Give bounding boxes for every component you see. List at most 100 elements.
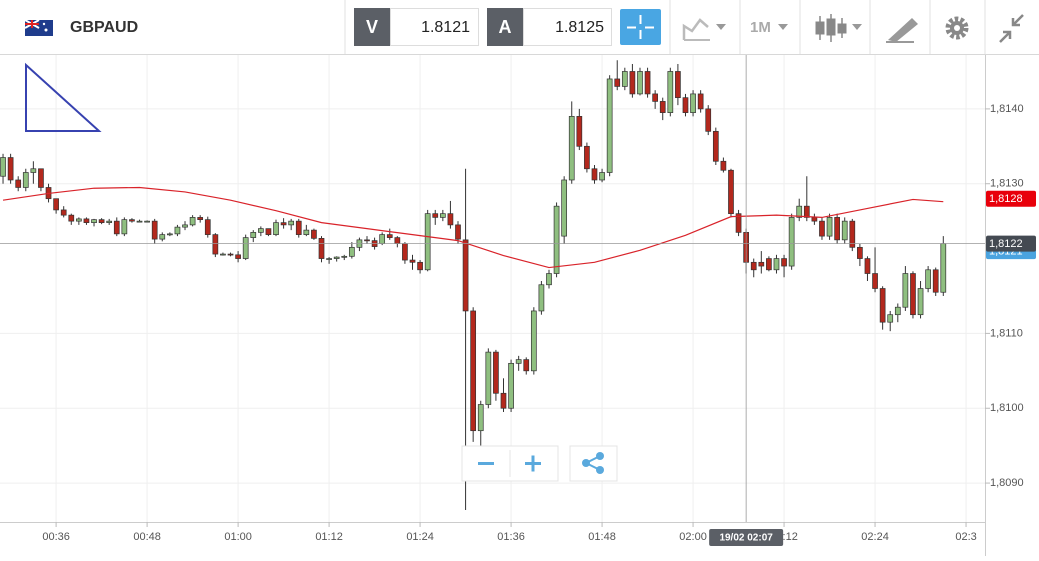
candle-body <box>652 93 659 102</box>
candle-body <box>766 258 772 271</box>
candle-body <box>864 258 871 274</box>
bid-label: V <box>366 17 378 37</box>
candle-body <box>553 205 560 274</box>
candle-body <box>318 238 325 259</box>
candle-body <box>697 93 704 110</box>
candle-body <box>591 168 598 181</box>
candle-body <box>500 392 507 409</box>
candle-body <box>257 228 264 233</box>
x-tick-label: 01:00 <box>224 531 252 543</box>
candle-body <box>30 168 37 173</box>
candle-body <box>121 219 128 235</box>
candle-body <box>644 71 651 95</box>
x-tick-label: 01:24 <box>406 531 434 543</box>
candle-body <box>546 273 552 286</box>
candle-body <box>788 217 795 267</box>
bid-button[interactable]: V 1.8121 <box>354 8 479 46</box>
candle-body <box>311 229 317 239</box>
chart-type-button[interactable] <box>682 18 726 41</box>
candle-body <box>879 288 886 323</box>
candle-body <box>273 222 279 235</box>
candle-body <box>136 220 143 223</box>
ask-button[interactable]: A 1.8125 <box>487 8 612 46</box>
candle-body <box>811 217 818 222</box>
candle-body <box>621 71 628 87</box>
candle-body <box>902 273 909 308</box>
chart: 1,8090 1,8100 1,8110 1,8130 1,8140 00:36 00:48… <box>0 55 1036 556</box>
timeframe-button[interactable]: 1M <box>750 19 788 36</box>
candle-body <box>60 209 67 216</box>
x-tick-label: 02:24 <box>861 531 889 543</box>
candle-body <box>364 239 370 242</box>
candle-body <box>576 116 583 147</box>
candle-body <box>917 288 924 316</box>
candle-body <box>849 220 856 248</box>
settings-button[interactable] <box>945 16 969 40</box>
candle-body <box>712 130 719 162</box>
candle-body <box>803 205 810 218</box>
candle-body <box>485 351 492 405</box>
candle-body <box>295 220 302 235</box>
candle-body <box>98 219 105 223</box>
candle-body <box>872 273 878 289</box>
zoom-in-button[interactable] <box>525 455 541 472</box>
candle-body <box>265 228 272 235</box>
candle-type-button[interactable] <box>815 14 862 42</box>
candle-body <box>242 237 249 259</box>
candle-body <box>303 229 310 235</box>
y-tick-label: 1,8140 <box>990 103 1024 115</box>
candle-body <box>402 243 408 261</box>
candle-body <box>637 71 643 95</box>
candle-body <box>227 253 234 256</box>
candle-body <box>894 306 901 316</box>
candle-body <box>675 71 681 99</box>
candle-body <box>667 71 674 113</box>
y-tick-label: 1,8090 <box>990 477 1024 489</box>
candle-body <box>493 351 499 394</box>
y-tick-label: 1,8130 <box>990 178 1024 190</box>
candle-body <box>235 254 241 259</box>
candle-body <box>728 169 734 215</box>
candle-body <box>7 157 14 181</box>
candle-body <box>750 261 757 271</box>
candle-body <box>0 157 6 177</box>
ask-label: A <box>499 17 512 37</box>
candle-body <box>53 198 59 211</box>
candle-body <box>455 224 461 240</box>
bid-price: 1.8121 <box>421 19 470 36</box>
y-tick-label: 1,8110 <box>990 327 1023 339</box>
candle-body <box>341 255 348 258</box>
price-tag-label: 1,8128 <box>989 193 1023 205</box>
candle-body <box>333 256 340 259</box>
candle-body <box>705 108 712 132</box>
candle-body <box>508 362 514 409</box>
candle-body <box>614 78 621 87</box>
candle-body <box>144 220 150 223</box>
candle-body <box>599 172 605 181</box>
drawn-triangle <box>25 62 102 132</box>
share-button[interactable] <box>569 445 618 482</box>
price-tag-label: 1,8122 <box>989 238 1023 250</box>
candle-body <box>629 71 636 95</box>
flag-icon <box>24 19 53 36</box>
candle-body <box>68 214 75 222</box>
candle-body <box>167 233 173 236</box>
candle-body <box>584 145 590 170</box>
crosshair-button[interactable] <box>620 9 661 45</box>
candle-body <box>151 220 158 240</box>
draw-tool-button[interactable] <box>886 18 918 43</box>
collapse-button[interactable] <box>999 14 1024 43</box>
candle-body <box>386 234 393 238</box>
candle-body <box>887 314 894 323</box>
candle-body <box>690 93 696 113</box>
price-tag <box>986 190 1036 207</box>
candle-body <box>22 172 29 188</box>
candle-body <box>910 273 916 316</box>
candle-body <box>781 258 787 267</box>
x-tick-label: 00:48 <box>133 531 161 543</box>
candle-body <box>197 217 204 220</box>
candle-body <box>462 239 469 312</box>
candle-body <box>76 218 82 222</box>
candle-body <box>174 226 181 235</box>
candle-body <box>659 101 666 113</box>
